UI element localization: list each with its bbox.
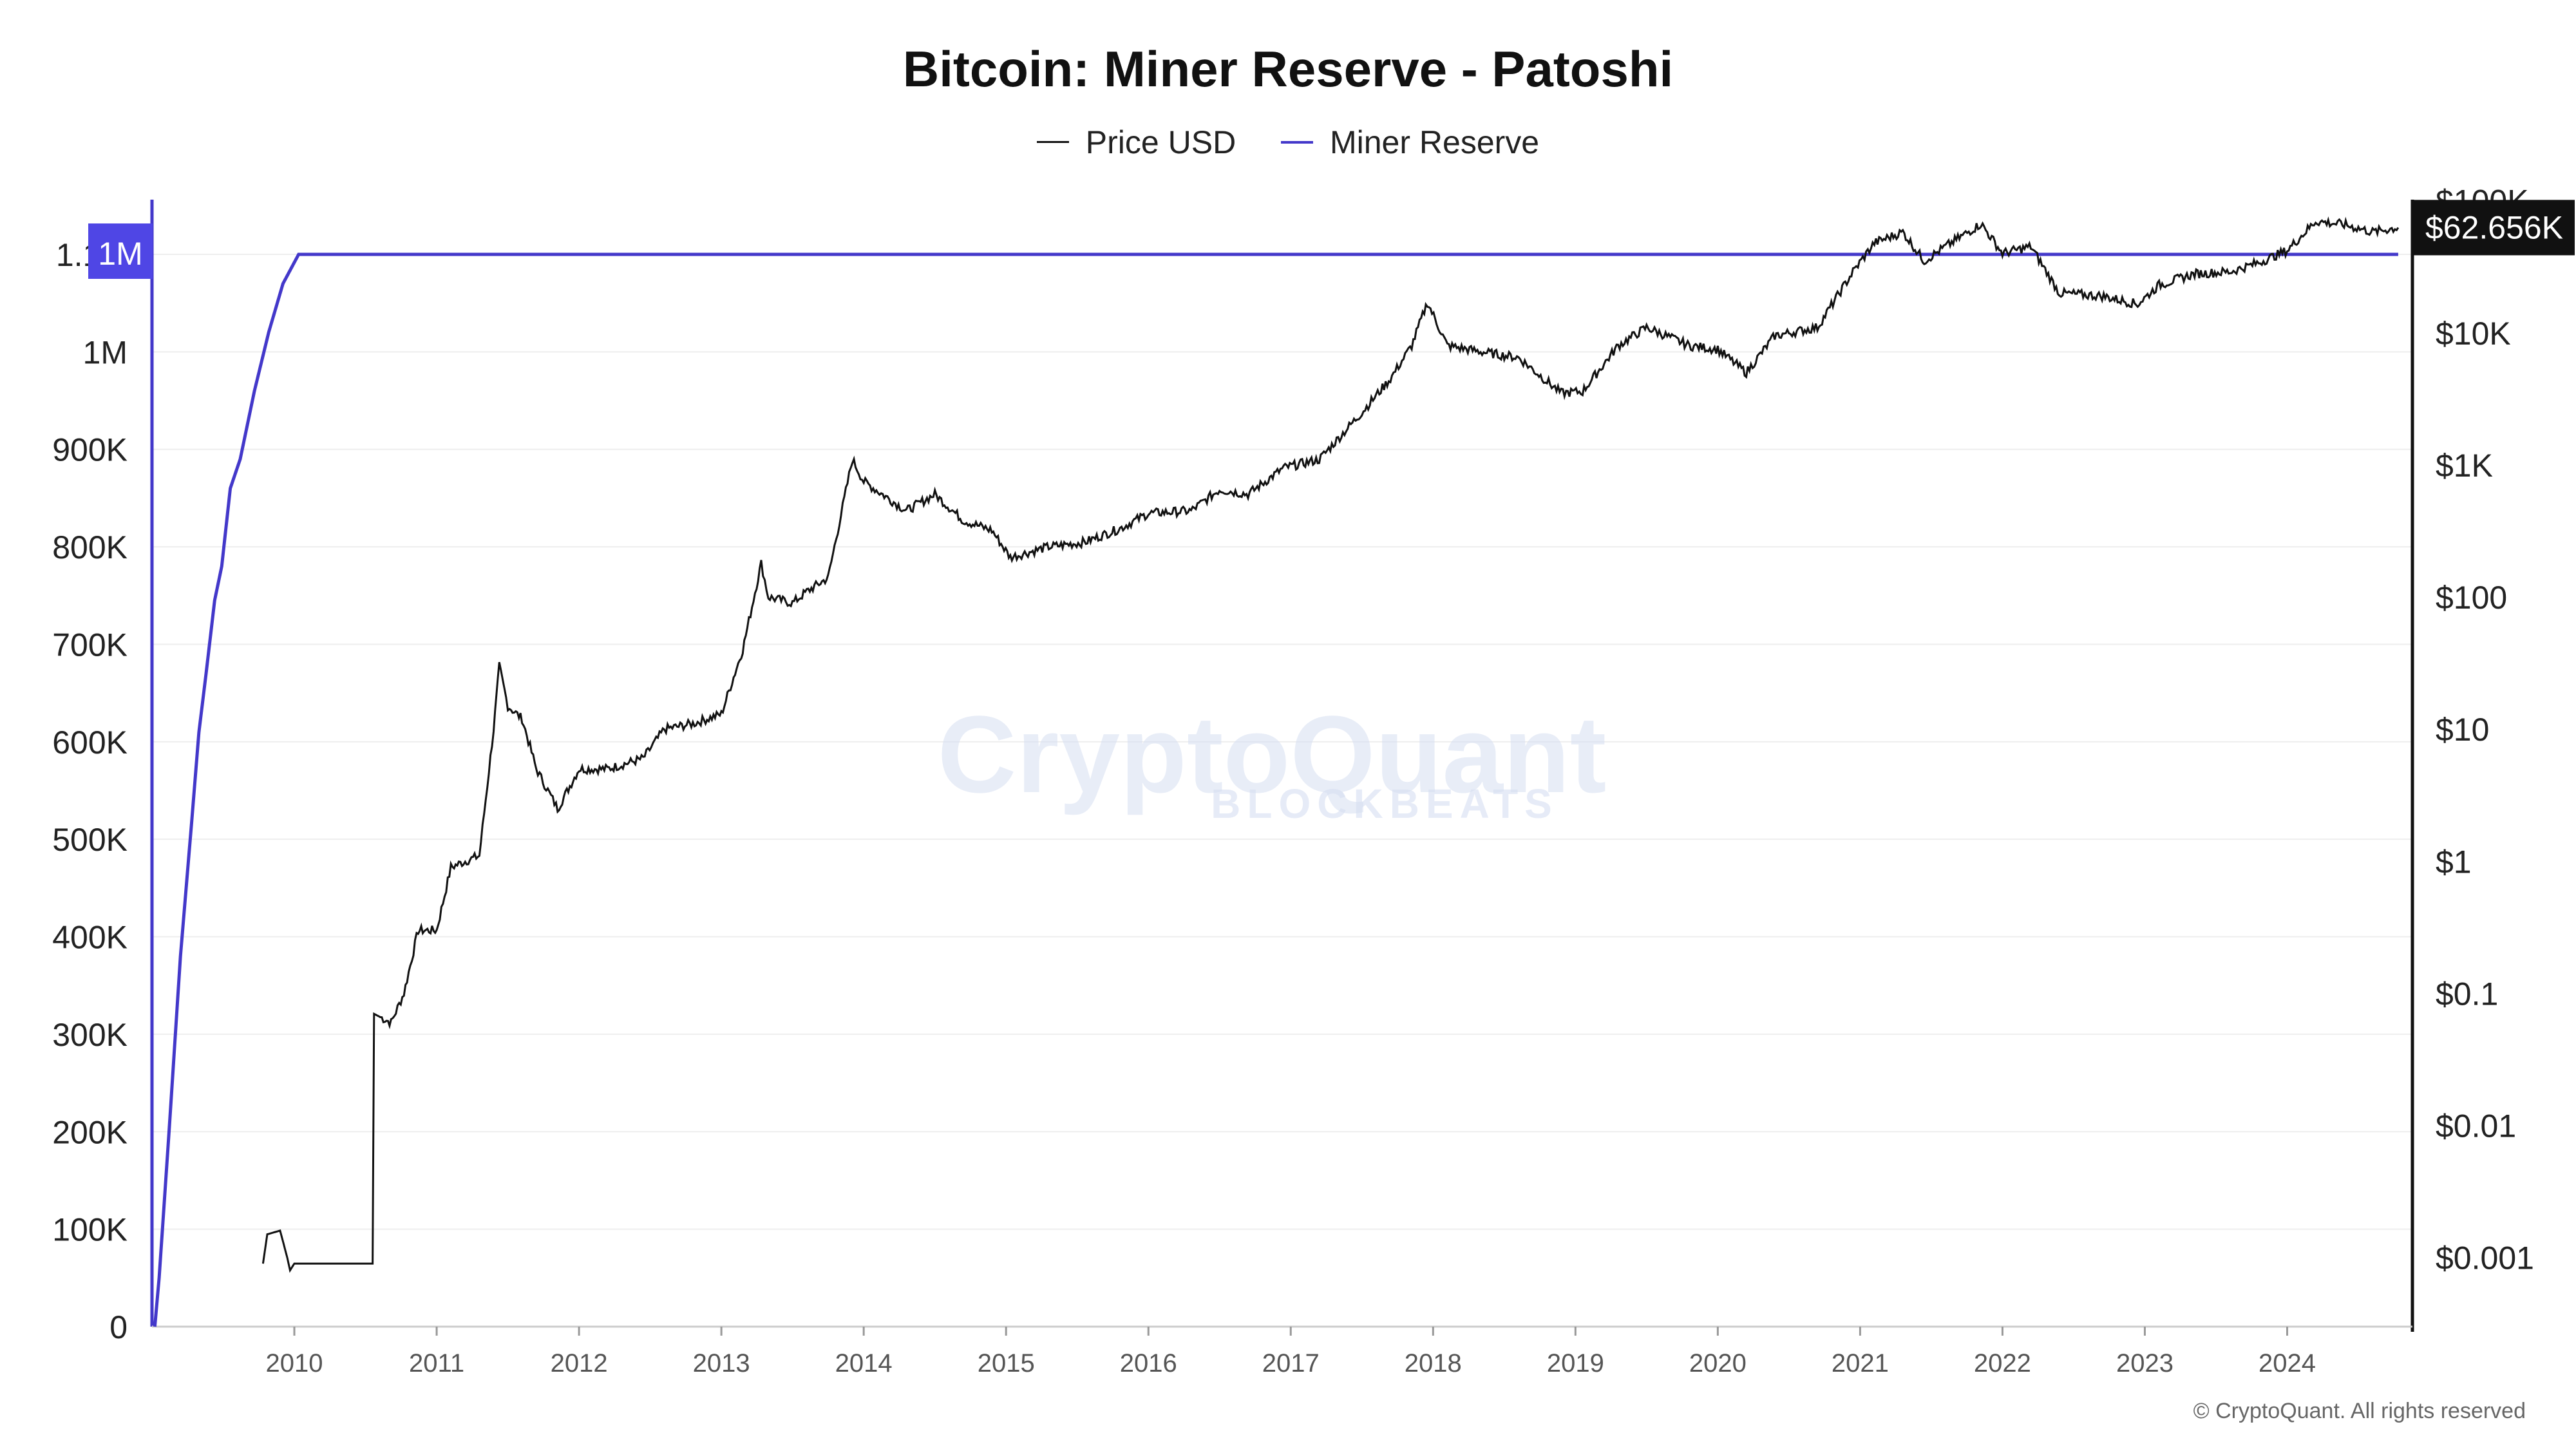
left-tick-label-7: 700K [52, 627, 128, 663]
x-tick-label-3: 2013 [693, 1349, 750, 1378]
left-tick-label-8: 800K [52, 529, 128, 565]
watermark-sub: BLOCKBEATS [1211, 781, 1558, 827]
right-badge-text: $62.656K [2425, 209, 2563, 245]
right-tick-label-5: $100 [2436, 580, 2507, 616]
right-tick-label-1: $0.01 [2436, 1108, 2516, 1144]
right-badge-box [2414, 200, 2575, 256]
x-tick-label-1: 2011 [409, 1349, 464, 1378]
left-tick-label-0: 0 [109, 1309, 128, 1345]
watermark: CryptoQuant BLOCKBEATS [938, 694, 1607, 827]
left-tick-label-5: 500K [52, 822, 128, 858]
chart-legend: Price USD Miner Reserve [0, 124, 2576, 161]
legend-item-price[interactable]: Price USD [1036, 124, 1236, 161]
right-tick-label-0: $0.001 [2436, 1240, 2534, 1276]
x-tick-label-13: 2023 [2116, 1349, 2174, 1378]
x-tick-label-2: 2012 [551, 1349, 608, 1378]
left-tick-label-9: 900K [52, 432, 128, 468]
left-tick-label-2: 200K [52, 1114, 128, 1150]
series-line-price-usd [261, 216, 2400, 1273]
legend-swatch-reserve [1281, 140, 1314, 144]
legend-label-reserve: Miner Reserve [1329, 124, 1540, 160]
x-tick-label-10: 2020 [1689, 1349, 1747, 1378]
left-tick-label-10: 1M [83, 334, 128, 370]
left-current-badge: 1M [88, 223, 153, 279]
legend-swatch-price [1036, 141, 1069, 144]
x-tick-label-0: 2010 [266, 1349, 323, 1378]
left-badge-text: 1M [98, 236, 142, 272]
x-axis-ticks: 2010 2011 2012 2013 2014 2015 2016 2017 2018 2019… [266, 1327, 2316, 1378]
right-tick-label-4: $10 [2436, 712, 2489, 748]
right-current-badge: $62.656K [2414, 200, 2575, 256]
left-badge-box [88, 223, 153, 279]
x-tick-label-6: 2016 [1120, 1349, 1177, 1378]
x-tick-label-8: 2018 [1405, 1349, 1462, 1378]
x-tick-label-11: 2021 [1832, 1349, 1889, 1378]
legend-label-price: Price USD [1085, 124, 1236, 160]
left-tick-label-1: 100K [52, 1212, 128, 1248]
chart-title: Bitcoin: Miner Reserve - Patoshi [902, 41, 1674, 97]
right-axis-ticks: $0.001$0.01$0.1$1$10$100$1K$10K$100K [2436, 184, 2534, 1276]
watermark-brand: CryptoQuant [938, 694, 1607, 816]
x-tick-label-5: 2015 [978, 1349, 1035, 1378]
x-tick-label-4: 2014 [835, 1349, 893, 1378]
left-tick-label-4: 400K [52, 920, 128, 956]
left-axis-ticks: 0100K200K300K400K500K600K700K800K900K1M1… [52, 237, 128, 1345]
right-tick-label-3: $1 [2436, 844, 2472, 880]
right-tick-label-6: $1K [2436, 448, 2493, 484]
left-tick-label-3: 300K [52, 1017, 128, 1053]
axes [150, 200, 2414, 1332]
right-tick-label-7: $10K [2436, 316, 2511, 352]
x-tick-label-7: 2017 [1262, 1349, 1320, 1378]
x-tick-label-9: 2019 [1547, 1349, 1604, 1378]
x-tick-label-14: 2024 [2259, 1349, 2316, 1378]
right-tick-label-2: $0.1 [2436, 976, 2498, 1012]
left-tick-label-6: 600K [52, 724, 128, 761]
series-line-miner-reserve [153, 252, 2398, 1327]
copyright-notice: © CryptoQuant. All rights reserved [2193, 1399, 2526, 1423]
legend-item-reserve[interactable]: Miner Reserve [1281, 124, 1539, 161]
x-tick-label-12: 2022 [1974, 1349, 2031, 1378]
